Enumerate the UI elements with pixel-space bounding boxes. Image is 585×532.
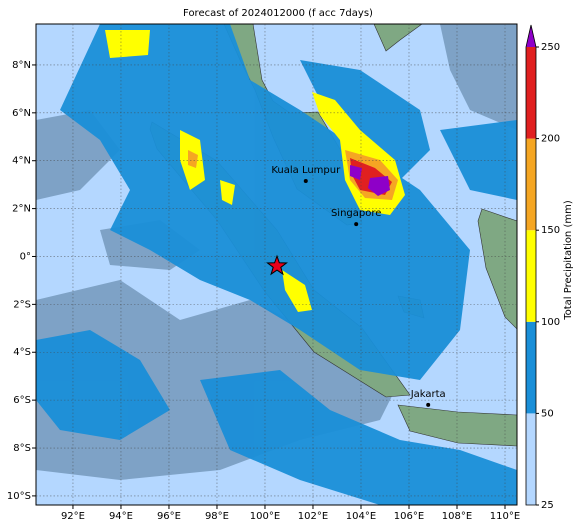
lat-tick-label: 10°S: [7, 491, 31, 502]
lat-tick-label: 8°N: [12, 60, 31, 71]
lon-tick-label: 94°E: [109, 511, 133, 522]
city-marker: [426, 402, 431, 407]
colorbar-tick-label: 250: [541, 42, 560, 53]
lon-tick-label: 98°E: [205, 511, 229, 522]
colorbar-tick-label: 50: [541, 408, 554, 419]
lat-tick-label: 4°N: [12, 156, 31, 167]
lat-tick-label: 8°S: [13, 443, 31, 454]
colorbar-tick-label: 100: [541, 317, 560, 328]
colorbar-extend: [526, 25, 536, 47]
city-marker: [354, 222, 359, 227]
lat-tick-label: 4°S: [13, 347, 31, 358]
lon-tick-label: 110°E: [490, 511, 520, 522]
colorbar-outline: [525, 24, 537, 506]
lon-tick-label: 104°E: [346, 511, 376, 522]
colorbar-segment: [526, 413, 536, 505]
lon-tick-label: 108°E: [442, 511, 472, 522]
colorbar-tick-label: 150: [541, 225, 560, 236]
lon-tick-label: 100°E: [250, 511, 280, 522]
colorbar-segment: [526, 47, 536, 139]
lat-tick-label: 2°S: [13, 299, 31, 310]
title: Forecast of 2024012000 (f acc 7days): [183, 8, 373, 19]
lat-tick-label: 6°S: [13, 395, 31, 406]
lon-tick-label: 102°E: [298, 511, 328, 522]
city-label: Kuala Lumpur: [271, 165, 341, 176]
colorbar-segment: [526, 321, 536, 414]
star-marker: [266, 254, 288, 276]
city-label: Jakarta: [410, 389, 446, 400]
lat-tick-label: 2°N: [12, 204, 31, 215]
annotations: Kuala Lumpur Singapore Jakarta: [266, 165, 446, 407]
lon-tick-label: 96°E: [157, 511, 181, 522]
colorbar-segment: [526, 138, 536, 231]
colorbar: 25 50 100 150 200 250 Total Precipitation (mm): [525, 24, 574, 511]
graticule: 92°E 94°E 96°E 98°E 100°E 102°E 104°E 106°E 108°…: [7, 24, 520, 522]
colorbar-tick-label: 25: [541, 500, 554, 511]
city-marker: [303, 179, 308, 184]
lon-tick-label: 92°E: [61, 511, 85, 522]
lat-tick-label: 0°: [20, 251, 31, 262]
colorbar-label: Total Precipitation (mm): [563, 200, 574, 321]
colorbar-tick-label: 200: [541, 134, 560, 145]
rain-heavy: [105, 30, 405, 312]
map-frame: [35, 23, 518, 506]
city-label: Singapore: [331, 208, 381, 219]
lat-tick-label: 6°N: [12, 108, 31, 119]
colorbar-segment: [526, 230, 536, 322]
lon-tick-label: 106°E: [394, 511, 424, 522]
